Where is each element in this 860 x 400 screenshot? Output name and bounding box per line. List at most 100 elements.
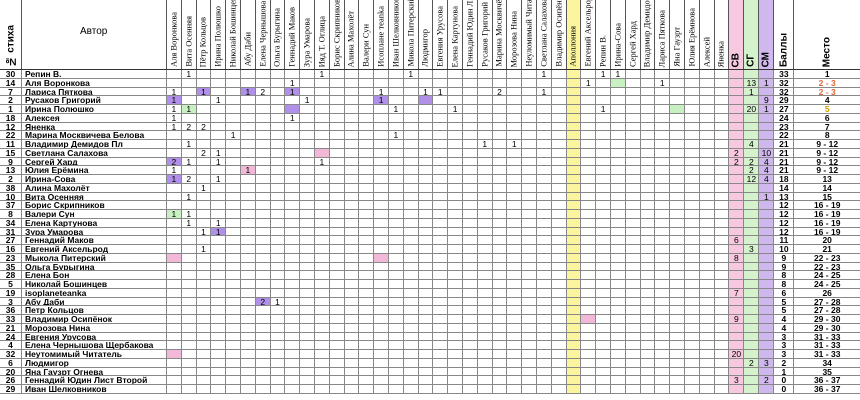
vote-cell — [329, 280, 345, 289]
vote-cell — [522, 332, 537, 342]
vote-cell — [285, 332, 301, 342]
vote-cell — [670, 367, 685, 377]
vote-cell — [551, 297, 567, 307]
vote-cell — [537, 385, 552, 394]
vote-cell — [211, 288, 227, 298]
row-number: 2 — [0, 96, 22, 105]
vote-cell — [477, 201, 493, 210]
row-number: 2 — [0, 175, 22, 184]
vote-cell — [315, 183, 330, 193]
vote-cell — [581, 148, 597, 158]
vote-cell — [492, 288, 508, 298]
vote-cell — [685, 96, 700, 105]
vote-cell — [507, 218, 523, 228]
vote-cell — [670, 201, 685, 210]
vote-cell — [477, 245, 493, 254]
vote-cell — [226, 262, 241, 272]
vote-cell: 1 — [167, 105, 182, 114]
vote-cell — [492, 280, 508, 289]
vote-cell — [492, 376, 508, 385]
vote-cell — [255, 236, 271, 245]
vote-cell — [699, 70, 715, 79]
vote-cell — [226, 113, 241, 123]
vote-cell — [640, 341, 656, 350]
vote-cell — [167, 183, 182, 193]
vote-cell — [596, 358, 611, 368]
vote-cell — [507, 70, 523, 79]
vote-cell — [418, 323, 434, 333]
vote-cell — [581, 253, 597, 263]
vote-cell — [389, 367, 404, 377]
vote-cell — [344, 367, 360, 377]
vote-cell — [359, 96, 375, 105]
author-name: Иван Шелковников — [22, 385, 167, 394]
vote-cell: 1 — [389, 131, 404, 140]
vote-cell — [329, 192, 345, 202]
vote-cell — [699, 315, 715, 324]
vote-cell — [196, 358, 212, 368]
vote-cell — [463, 236, 478, 245]
sg-cell — [744, 288, 760, 298]
vote-cell — [477, 183, 493, 193]
sv-cell — [729, 332, 745, 342]
vote-cell — [611, 385, 626, 394]
place-cell: 27 - 28 — [794, 306, 860, 315]
vote-cell — [492, 157, 508, 167]
vote-cell — [685, 218, 700, 228]
vote-cell: 1 — [167, 122, 182, 132]
row-number: 36 — [0, 306, 22, 315]
voter-header-label: Геннадий Маков — [286, 7, 297, 67]
vote-cell — [329, 166, 345, 175]
vote-cell — [241, 140, 256, 149]
vote-cell — [300, 87, 315, 97]
vote-cell — [522, 341, 537, 350]
vote-cell — [359, 105, 375, 114]
vote-cell — [300, 201, 315, 210]
vote-cell — [655, 157, 671, 167]
vote-cell — [625, 262, 641, 272]
vote-cell — [211, 201, 227, 210]
vote-cell — [640, 358, 656, 368]
vote-cell — [611, 113, 626, 123]
vote-cell — [566, 148, 582, 158]
vote-cell — [300, 140, 315, 149]
score-cell: 32 — [774, 78, 795, 88]
vote-cell — [270, 140, 286, 149]
voter-header-label: Марина Москвичёва — [493, 0, 504, 67]
vote-cell — [359, 323, 375, 333]
vote-cell — [315, 253, 330, 263]
vote-cell — [655, 166, 671, 175]
vote-cell — [211, 358, 227, 368]
vote-cell — [507, 210, 523, 219]
sm-cell — [759, 183, 775, 193]
vote-cell — [403, 271, 419, 280]
vote-cell — [625, 210, 641, 219]
vote-cell — [551, 122, 567, 132]
vote-cell — [329, 385, 345, 394]
vote-cell — [448, 96, 463, 105]
vote-cell — [640, 105, 656, 114]
vote-cell — [433, 148, 449, 158]
vote-cell — [551, 218, 567, 228]
vote-cell — [315, 245, 330, 254]
vote-cell — [640, 271, 656, 280]
column-header-number-label: № стиха — [5, 25, 16, 67]
score-cell: 24 — [774, 113, 795, 123]
score-cell: 8 — [774, 271, 795, 280]
vote-cell: 1 — [181, 218, 197, 228]
vote-cell: 1 — [196, 227, 212, 237]
vote-cell — [329, 201, 345, 210]
vote-cell — [699, 175, 715, 184]
vote-cell — [507, 157, 523, 167]
vote-cell — [492, 78, 508, 88]
vote-cell — [241, 192, 256, 202]
vote-cell — [374, 271, 389, 280]
vote-cell — [685, 148, 700, 158]
vote-cell — [389, 315, 404, 324]
vote-cell — [596, 297, 611, 307]
sg-cell — [744, 262, 760, 272]
vote-cell — [581, 280, 597, 289]
vote-cell — [403, 323, 419, 333]
voter-header: Неуломимый Читатель — [522, 0, 537, 70]
vote-cell — [551, 385, 567, 394]
